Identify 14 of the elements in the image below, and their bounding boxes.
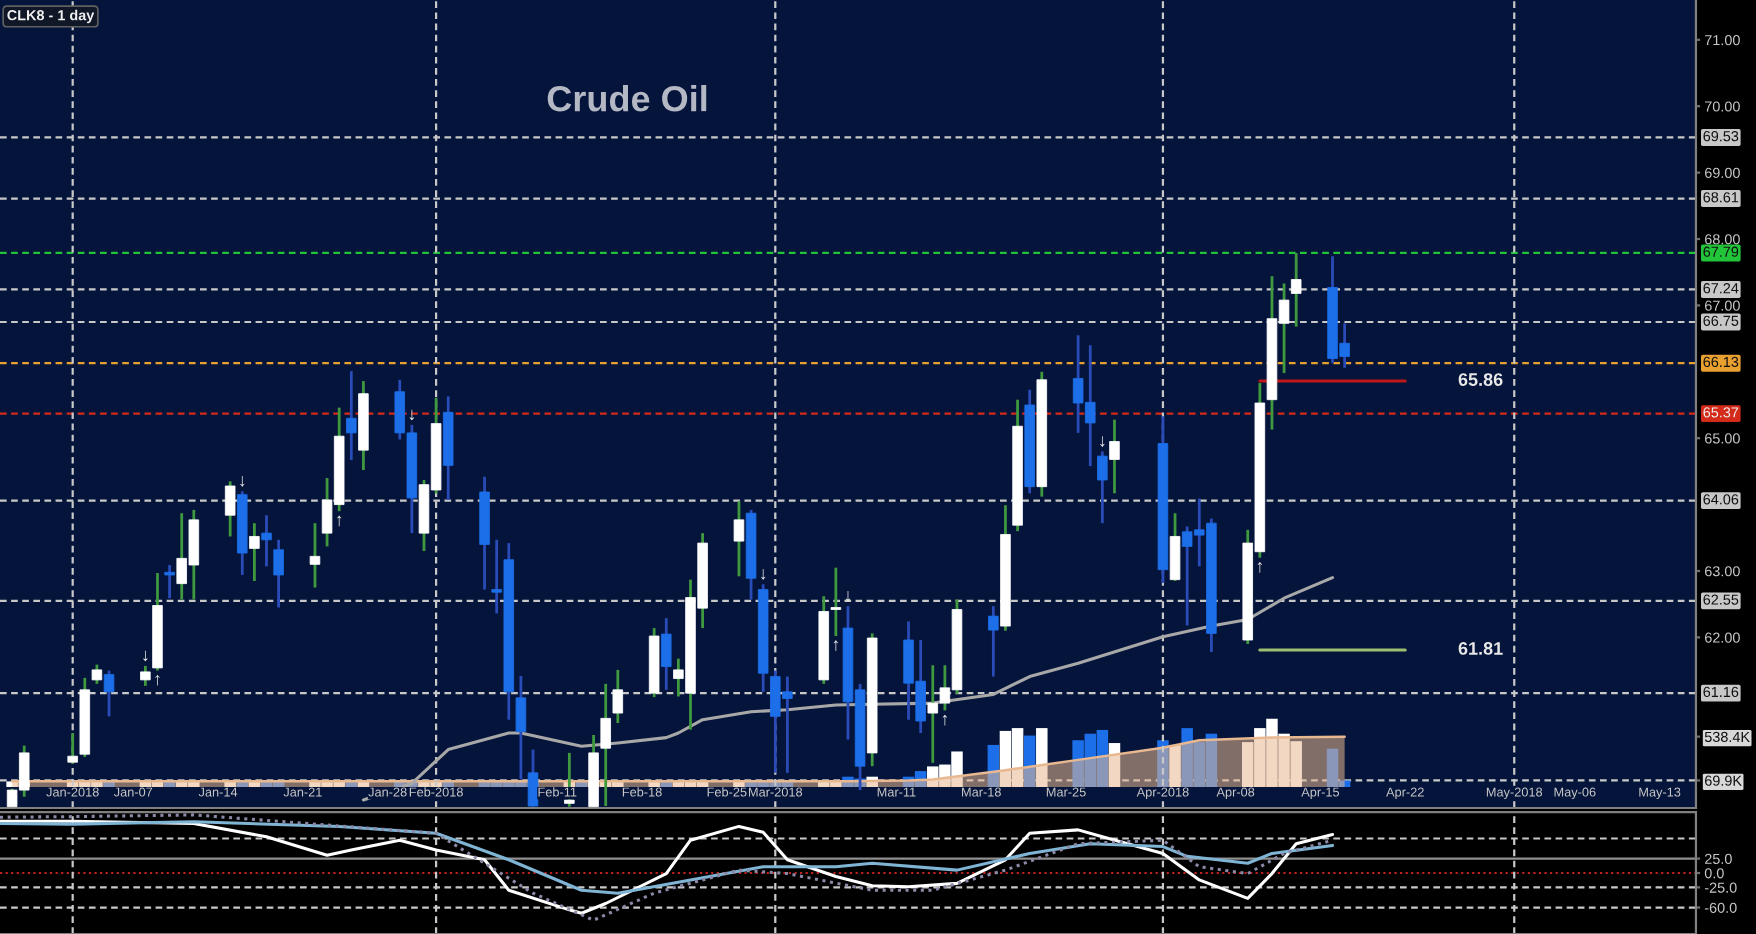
annotation: ↓ [845, 590, 851, 602]
annotation: ↓ [761, 568, 766, 580]
annotation: ↑ [155, 674, 160, 686]
annotation: ↓ [240, 476, 245, 487]
annotation: ↓ [143, 650, 148, 662]
annotation: 65.86 [1458, 373, 1503, 386]
annotation: ↑ [833, 640, 838, 652]
annotation: 61.81 [1458, 642, 1503, 655]
annotation: ↑ [1257, 562, 1262, 573]
annotation: ↑ [942, 714, 947, 726]
annotation: ↑ [337, 515, 342, 527]
annotation: ↓ [409, 409, 414, 421]
annotation: ↓ [1100, 436, 1105, 447]
text: Crude Oil [547, 84, 707, 112]
